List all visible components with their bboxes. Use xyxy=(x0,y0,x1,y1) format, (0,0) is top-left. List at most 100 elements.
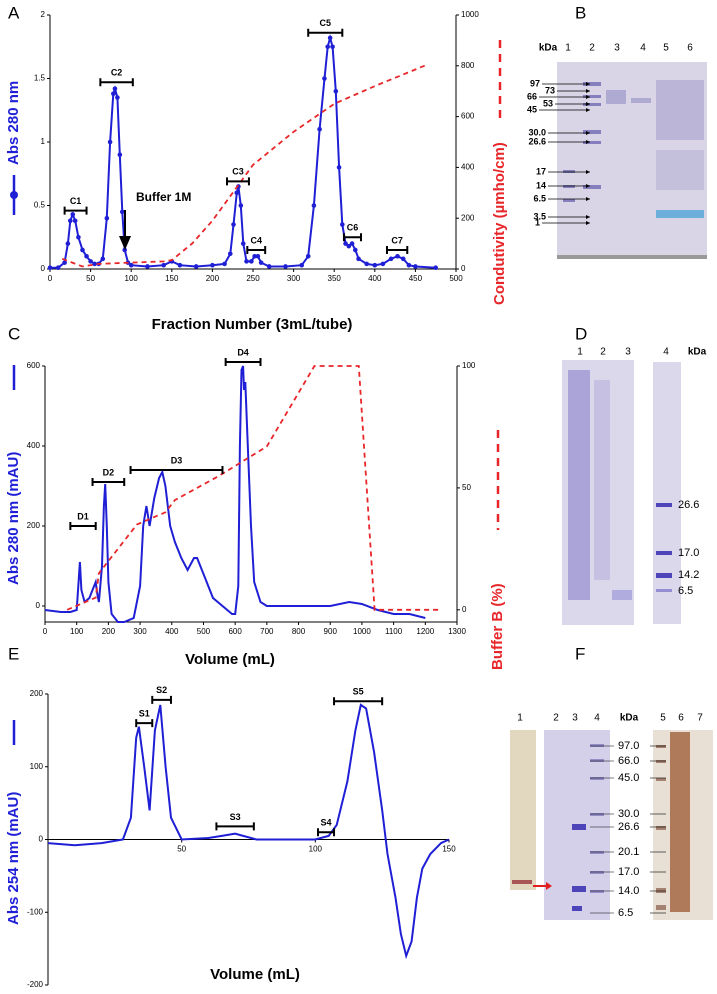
data-point xyxy=(433,265,439,271)
peak-label: S2 xyxy=(156,685,167,695)
marker-label: 26.6 xyxy=(528,136,546,146)
x-tick-label: 300 xyxy=(287,274,301,283)
x-tick-label: 500 xyxy=(449,274,463,283)
lane-label: 7 xyxy=(697,713,703,724)
series-line xyxy=(66,365,442,611)
chart: E 50 100 150 -200 -100 0 100 200 Volume (mL) Abs 2… xyxy=(5,644,456,989)
data-point xyxy=(311,203,317,208)
peak-label: C3 xyxy=(232,167,244,177)
peak-bracket xyxy=(226,177,250,186)
marker-arrow-head xyxy=(586,131,590,135)
annotation-arrow-head xyxy=(119,236,131,250)
panel-label: E xyxy=(8,644,19,663)
y-legend-symbol xyxy=(10,191,18,199)
y2-axis-title: Condutivity (µmho/cm) xyxy=(491,142,508,305)
data-point xyxy=(400,256,406,262)
lane-label: 1 xyxy=(577,347,583,358)
unit-label: kDa xyxy=(539,43,558,54)
peak-bracket xyxy=(99,78,134,87)
peak-bracket xyxy=(317,828,336,837)
data-point xyxy=(406,262,412,268)
peak-label: D1 xyxy=(77,511,89,521)
y2-tick-label: 100 xyxy=(462,361,476,370)
data-point xyxy=(234,190,240,196)
data-point xyxy=(388,256,394,262)
data-point xyxy=(222,261,227,267)
y-tick-label: 0 xyxy=(41,264,46,273)
gel xyxy=(557,62,707,258)
marker-arrow-head xyxy=(586,197,590,201)
x-tick-label: 1300 xyxy=(448,627,466,636)
lane-label: 3 xyxy=(625,347,631,358)
data-point xyxy=(119,209,125,215)
data-point xyxy=(283,264,288,269)
data-point xyxy=(145,264,150,269)
marker-arrow-head xyxy=(586,221,590,225)
y-axis-title: Abs 280 nm (mAU) xyxy=(5,452,22,585)
data-point xyxy=(70,212,76,217)
y-tick-label: 1 xyxy=(41,137,46,146)
x-tick-label: 100 xyxy=(70,627,84,636)
data-point xyxy=(356,256,361,262)
data-point xyxy=(336,165,342,170)
data-point xyxy=(84,253,89,259)
data-point xyxy=(227,251,233,257)
y-tick-label: -200 xyxy=(27,980,44,989)
data-point xyxy=(104,215,110,221)
data-point xyxy=(55,265,61,271)
x-tick-label: 500 xyxy=(197,627,211,636)
peak-label: C4 xyxy=(250,235,262,245)
y2-tick-label: 400 xyxy=(461,163,475,172)
marker-label: 73 xyxy=(545,85,555,95)
data-point xyxy=(65,241,71,246)
marker-label: 30.0 xyxy=(528,127,546,137)
peak-bracket xyxy=(224,358,262,366)
peak-label: S5 xyxy=(353,687,364,697)
peak-bracket xyxy=(151,695,172,704)
data-point xyxy=(231,222,236,227)
data-point xyxy=(258,260,264,265)
lane-label: 2 xyxy=(600,347,606,358)
marker-label: 1 xyxy=(535,217,540,227)
x-tick-label: 0 xyxy=(48,274,53,283)
marker-label: 6.5 xyxy=(678,585,693,597)
peak-bracket xyxy=(91,478,126,486)
marker-label: 26.6 xyxy=(678,499,699,511)
y2-tick-label: 50 xyxy=(462,483,471,492)
lane-label: 3 xyxy=(614,43,620,54)
data-point xyxy=(249,259,254,264)
data-point xyxy=(92,261,97,267)
gel-f xyxy=(510,730,713,920)
lane-label: 4 xyxy=(640,43,646,54)
peak-label: C6 xyxy=(347,223,359,233)
y-axis-title: Abs 254 nm (mAU) xyxy=(5,792,22,925)
lane-label: 4 xyxy=(594,713,600,724)
series-line xyxy=(47,703,450,960)
y2-tick-label: 200 xyxy=(461,213,475,222)
panel-label: C xyxy=(8,324,20,343)
bands xyxy=(568,370,672,600)
peak-bracket xyxy=(69,522,97,530)
chart: A0 50 100 150 200 250 300 350 400 450 50000.511.52… xyxy=(5,3,508,332)
x-tick-label: 150 xyxy=(442,845,456,854)
x-axis-title: Volume (mL) xyxy=(185,651,275,668)
marker-arrow-head xyxy=(586,170,590,174)
marker-arrow-head xyxy=(586,89,590,93)
data-point xyxy=(255,253,261,259)
panel-label: D xyxy=(575,324,587,343)
data-point xyxy=(333,88,339,94)
marker-arrow-head xyxy=(586,95,590,99)
lane-label: 5 xyxy=(663,43,669,54)
peak-bracket xyxy=(385,245,409,254)
data-point xyxy=(161,262,166,268)
y-tick-label: 0.5 xyxy=(34,201,46,210)
lane-label: 1 xyxy=(517,713,523,724)
x-tick-label: 300 xyxy=(133,627,147,636)
x-tick-label: 1200 xyxy=(416,627,434,636)
data-point xyxy=(47,265,53,271)
data-point xyxy=(327,35,333,41)
marker-label: 97.0 xyxy=(618,740,639,752)
marker-arrow-head xyxy=(586,140,590,144)
